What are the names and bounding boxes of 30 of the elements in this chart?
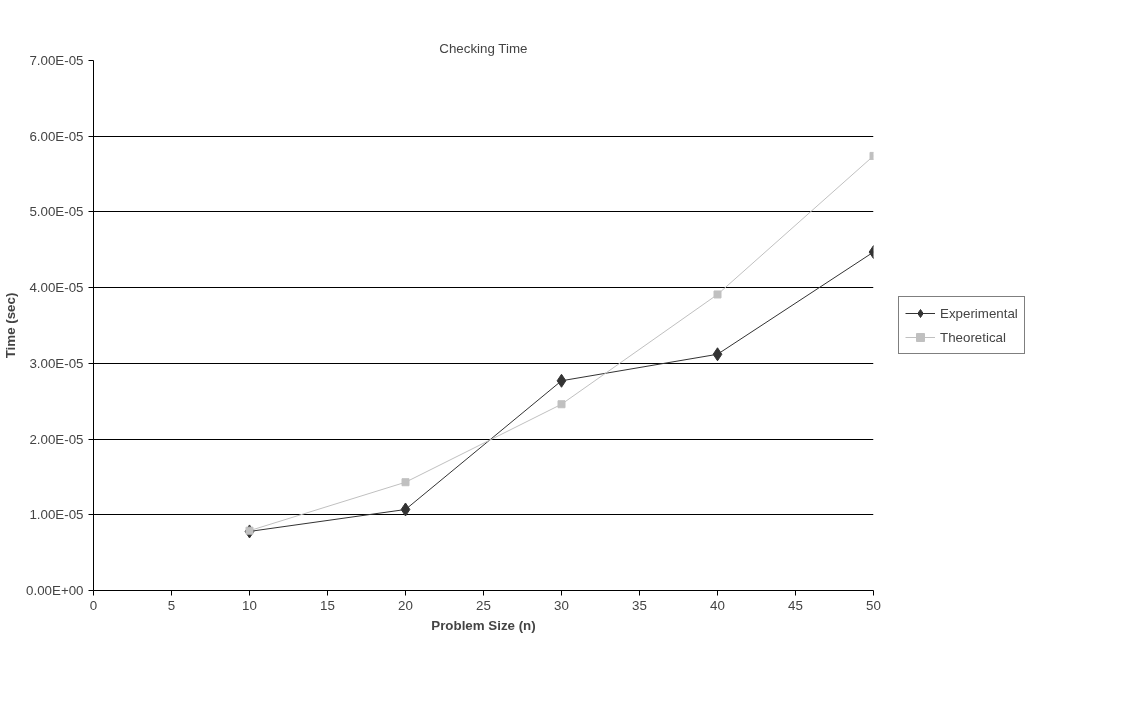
x-axis-title: Problem Size (n) bbox=[431, 617, 536, 633]
x-tick-label: 0 bbox=[89, 597, 98, 613]
chart-title: Checking Time bbox=[439, 40, 528, 56]
y-tick-label: 7.00E-05 bbox=[29, 53, 84, 68]
point bbox=[712, 347, 723, 362]
point bbox=[400, 502, 411, 517]
point bbox=[713, 290, 722, 299]
y-tick-label: 2.00E-05 bbox=[29, 431, 84, 447]
y-tick-label: 4.00E-05 bbox=[29, 280, 84, 296]
x-tick-label: 35 bbox=[632, 597, 647, 613]
x-tick-label: 40 bbox=[710, 597, 725, 613]
y-tick-label: 5.00E-05 bbox=[29, 204, 84, 220]
x-tick-label: 50 bbox=[866, 597, 881, 613]
legend-label: Theoretical bbox=[940, 329, 1006, 345]
x-tick-label: 45 bbox=[788, 597, 803, 613]
y-tick-label: 0.00E+00 bbox=[26, 583, 84, 598]
legend-label: Experimental bbox=[940, 305, 1018, 321]
point bbox=[556, 373, 567, 388]
x-tick-label: 30 bbox=[554, 597, 569, 613]
x-tick-label: 10 bbox=[242, 597, 257, 613]
y-tick-label: 1.00E-05 bbox=[29, 507, 84, 523]
x-tick-label: 20 bbox=[398, 597, 413, 613]
y-tick-label: 6.00E-05 bbox=[29, 128, 84, 144]
x-tick-label: 15 bbox=[320, 597, 335, 613]
point bbox=[557, 400, 566, 409]
point bbox=[401, 478, 410, 487]
y-tick-label: 3.00E-05 bbox=[29, 355, 84, 371]
y-axis-title: Time (sec) bbox=[3, 292, 19, 359]
x-tick-label: 5 bbox=[167, 597, 176, 613]
x-tick-label: 25 bbox=[476, 597, 491, 613]
